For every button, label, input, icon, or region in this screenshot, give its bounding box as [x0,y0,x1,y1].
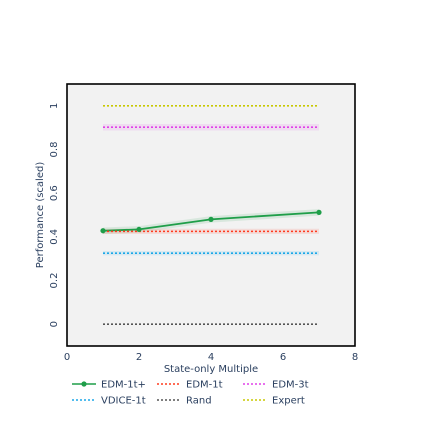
y-tick-label: 0.6 [49,185,60,201]
x-tick-label: 2 [136,352,142,363]
point-edm-1t- [208,216,214,222]
x-tick-label: 0 [64,352,70,363]
point-edm-1t- [136,226,142,233]
x-tick-label: 8 [352,352,358,363]
x-axis-title: State-only Multiple [164,364,258,375]
y-axis-title: Performance (scaled) [35,162,46,269]
y-tick-label: 1 [49,103,60,109]
legend-label-edm-1t: EDM-1t [186,380,223,391]
legend-label-expert: Expert [272,396,305,407]
legend-label-rand: Rand [186,396,212,407]
plot-frame [66,83,356,347]
point-edm-1t- [316,209,322,215]
y-tick-label: 0.4 [49,229,60,245]
legend-marker-edm-1t- [81,381,87,387]
y-tick-label: 0 [49,321,60,327]
series-markers [100,209,322,234]
y-tick-label: 0.2 [49,273,60,289]
x-tick-label: 6 [280,352,286,363]
x-axis-ticks: 0 2 4 6 8 [64,352,358,363]
legend-label-vdice-1t: VDICE-1t [101,396,146,407]
y-tick-label: 0.8 [49,142,60,158]
legend-label-edm-1t-: EDM-1t+ [101,380,146,391]
y-axis-ticks: 0 0.2 0.4 0.6 0.8 1 [49,103,60,328]
point-edm-1t- [100,228,106,234]
legend-label-edm-3t: EDM-3t [272,380,309,391]
legend: EDM-1t+ EDM-1t EDM-3t VDICE-1t Rand Expert [72,380,309,407]
line-edm-1t- [102,211,320,232]
x-tick-label: 4 [208,352,214,363]
